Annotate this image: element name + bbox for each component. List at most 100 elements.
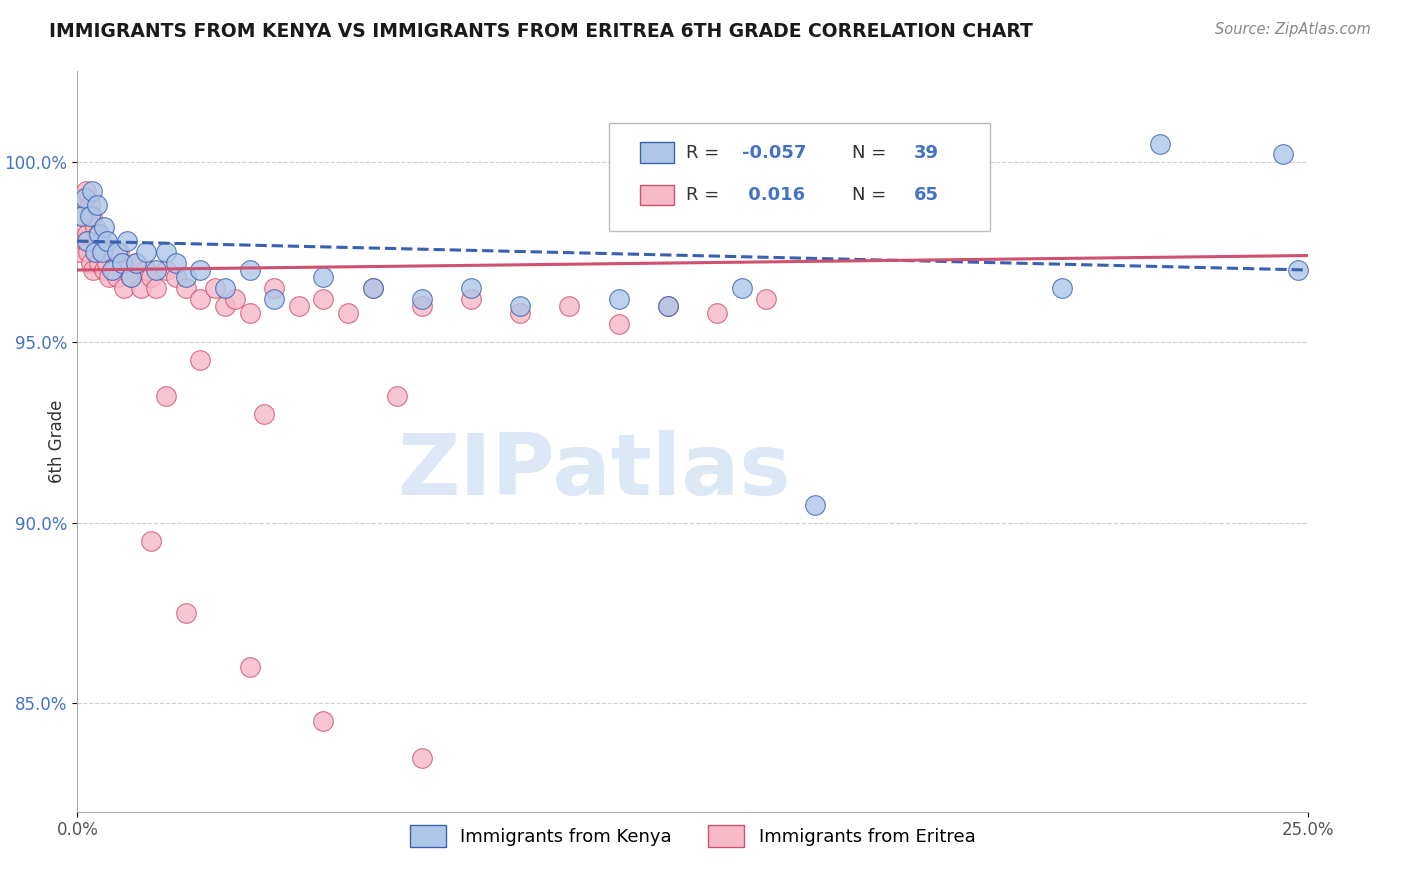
- Point: [72, 209, 94, 223]
- Point: [77, 244, 100, 259]
- Point: [93, 263, 115, 277]
- Point: [204, 281, 226, 295]
- Point: [82, 263, 104, 277]
- Text: 65: 65: [914, 186, 939, 204]
- Point: [82, 209, 104, 223]
- Point: [135, 263, 157, 277]
- Point: [1286, 263, 1309, 277]
- Point: [108, 244, 131, 259]
- Point: [361, 281, 384, 295]
- Point: [312, 292, 335, 306]
- Point: [115, 234, 138, 248]
- Point: [75, 184, 97, 198]
- Text: -0.057: -0.057: [742, 144, 806, 161]
- Point: [558, 299, 581, 313]
- Point: [69, 244, 91, 259]
- Point: [188, 292, 212, 306]
- Point: [90, 244, 114, 259]
- Point: [79, 198, 101, 212]
- Point: [145, 263, 167, 277]
- Point: [76, 234, 98, 248]
- Point: [214, 281, 236, 295]
- Text: Source: ZipAtlas.com: Source: ZipAtlas.com: [1215, 22, 1371, 37]
- Point: [460, 292, 482, 306]
- Point: [105, 270, 128, 285]
- Point: [96, 234, 118, 248]
- Text: R =: R =: [686, 144, 725, 161]
- Text: N =: N =: [852, 186, 893, 204]
- Point: [411, 292, 433, 306]
- Point: [188, 353, 212, 368]
- Point: [385, 389, 409, 403]
- Point: [1149, 136, 1171, 151]
- Point: [98, 270, 121, 285]
- Point: [509, 299, 531, 313]
- Point: [145, 281, 167, 295]
- Point: [79, 209, 101, 223]
- Point: [96, 256, 118, 270]
- Point: [90, 244, 114, 259]
- Point: [1272, 147, 1295, 161]
- Point: [165, 270, 187, 285]
- Point: [731, 281, 754, 295]
- Point: [82, 184, 104, 198]
- Point: [1050, 281, 1073, 295]
- Point: [239, 660, 262, 674]
- Point: [174, 281, 197, 295]
- Point: [111, 256, 132, 270]
- Bar: [640, 185, 673, 205]
- Point: [214, 299, 236, 313]
- Bar: [640, 143, 673, 163]
- Point: [141, 533, 163, 548]
- Point: [76, 227, 98, 241]
- Point: [804, 498, 827, 512]
- Point: [263, 281, 285, 295]
- Point: [337, 306, 360, 320]
- Point: [111, 256, 132, 270]
- Point: [155, 244, 177, 259]
- Point: [174, 270, 197, 285]
- Legend: Immigrants from Kenya, Immigrants from Eritrea: Immigrants from Kenya, Immigrants from E…: [402, 818, 983, 855]
- Point: [70, 191, 93, 205]
- Point: [73, 191, 96, 205]
- Point: [101, 263, 124, 277]
- Point: [411, 299, 433, 313]
- Text: N =: N =: [852, 144, 893, 161]
- Point: [188, 263, 212, 277]
- Point: [112, 281, 135, 295]
- Text: 39: 39: [914, 144, 939, 161]
- Point: [90, 234, 112, 248]
- Point: [125, 256, 148, 270]
- Point: [288, 299, 311, 313]
- Point: [125, 256, 148, 270]
- Point: [101, 244, 124, 259]
- Point: [165, 256, 187, 270]
- Point: [174, 606, 197, 620]
- Point: [115, 263, 138, 277]
- Point: [93, 219, 115, 234]
- Point: [361, 281, 384, 295]
- Point: [607, 317, 630, 331]
- FancyBboxPatch shape: [609, 123, 990, 230]
- Point: [141, 270, 163, 285]
- Text: IMMIGRANTS FROM KENYA VS IMMIGRANTS FROM ERITREA 6TH GRADE CORRELATION CHART: IMMIGRANTS FROM KENYA VS IMMIGRANTS FROM…: [49, 22, 1033, 41]
- Y-axis label: 6th Grade: 6th Grade: [48, 400, 66, 483]
- Point: [135, 244, 157, 259]
- Point: [73, 234, 96, 248]
- Point: [70, 227, 93, 241]
- Text: 0.016: 0.016: [742, 186, 804, 204]
- Point: [312, 270, 335, 285]
- Point: [657, 299, 679, 313]
- Point: [155, 389, 177, 403]
- Point: [87, 227, 110, 241]
- Point: [86, 198, 108, 212]
- Point: [80, 256, 103, 270]
- Point: [509, 306, 531, 320]
- Point: [657, 299, 679, 313]
- Point: [129, 281, 153, 295]
- Point: [411, 750, 433, 764]
- Point: [460, 281, 482, 295]
- Point: [224, 292, 246, 306]
- Point: [89, 256, 111, 270]
- Text: R =: R =: [686, 186, 725, 204]
